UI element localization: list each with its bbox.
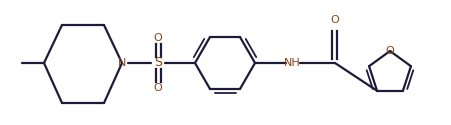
Text: O: O xyxy=(331,15,339,25)
Text: NH: NH xyxy=(284,58,300,68)
Text: O: O xyxy=(154,83,162,93)
Text: O: O xyxy=(154,33,162,43)
Text: S: S xyxy=(154,56,162,70)
Text: N: N xyxy=(118,58,126,68)
Text: O: O xyxy=(386,46,394,56)
